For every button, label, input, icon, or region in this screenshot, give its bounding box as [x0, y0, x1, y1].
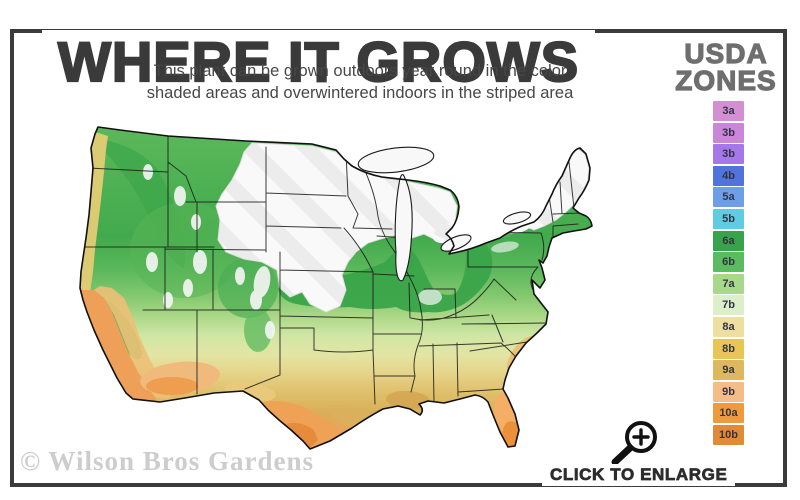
legend-swatch-zone-8b: 8b: [713, 338, 744, 359]
legend-swatch-zone-5b: 5b: [713, 208, 744, 229]
subtitle-line-1: This plant can be grown outdoors year ro…: [153, 62, 567, 80]
watermark: © Wilson Bros Gardens: [20, 446, 314, 476]
click-to-enlarge-button[interactable]: CLICK TO ENLARGE: [542, 464, 736, 486]
legend-swatch-zone-8a: 8a: [713, 316, 744, 337]
legend-swatch-zone-3a: 3a: [713, 101, 744, 121]
legend-swatch-zone-5a: 5a: [713, 187, 744, 208]
subtitle-line-2: shaded areas and overwintered indoors in…: [146, 83, 574, 102]
legend-title: USDA ZONES: [672, 38, 780, 96]
great-lakes: [357, 146, 532, 282]
legend-swatch-zone-7a: 7a: [713, 273, 744, 294]
us-outline: [79, 126, 593, 450]
pacific-coast-yellow: [80, 132, 108, 292]
legend-swatch-zone-3b: 3b: [713, 144, 744, 165]
legend-swatch-zone-10b: 10b: [713, 424, 744, 445]
arizona-desert-orange: [146, 377, 198, 395]
colorado-rockies-green: [218, 258, 278, 318]
page-title: WHERE IT GROWS: [42, 28, 596, 94]
legend-swatch-zone-3b: 3b: [713, 122, 744, 143]
california-coast-orange: [80, 290, 158, 402]
lake-ontario: [502, 211, 532, 225]
subtitle: This plant can be grown outdoors year ro…: [80, 61, 640, 104]
legend-swatch-zone-7b: 7b: [713, 295, 744, 316]
state-borders: [81, 135, 581, 405]
legend-title-line-1: USDA: [684, 38, 768, 69]
new-mexico-green: [244, 308, 272, 352]
lake-erie: [440, 234, 472, 252]
magnifier-icon[interactable]: [611, 421, 657, 466]
legend-swatch-zone-10a: 10a: [713, 403, 744, 424]
usda-zone-legend: 3a 3b 3b 4b 5a 5b 6a 6b 7a 7b 8a 8b 9a 9b 10a 10b: [713, 101, 744, 447]
texas-tip-orange: [286, 422, 318, 448]
legend-swatch-zone-9a: 9a: [713, 360, 744, 381]
legend-swatch-zone-6b: 6b: [713, 252, 744, 273]
legend-swatch-zone-6a: 6a: [713, 230, 744, 251]
legend-swatch-zone-9b: 9b: [713, 381, 744, 402]
upstate-green: [488, 230, 512, 238]
lake-superior: [357, 146, 435, 174]
lake-michigan: [394, 174, 413, 282]
legend-swatch-zone-4b: 4b: [713, 165, 744, 186]
legend-title-line-2: ZONES: [675, 65, 777, 96]
